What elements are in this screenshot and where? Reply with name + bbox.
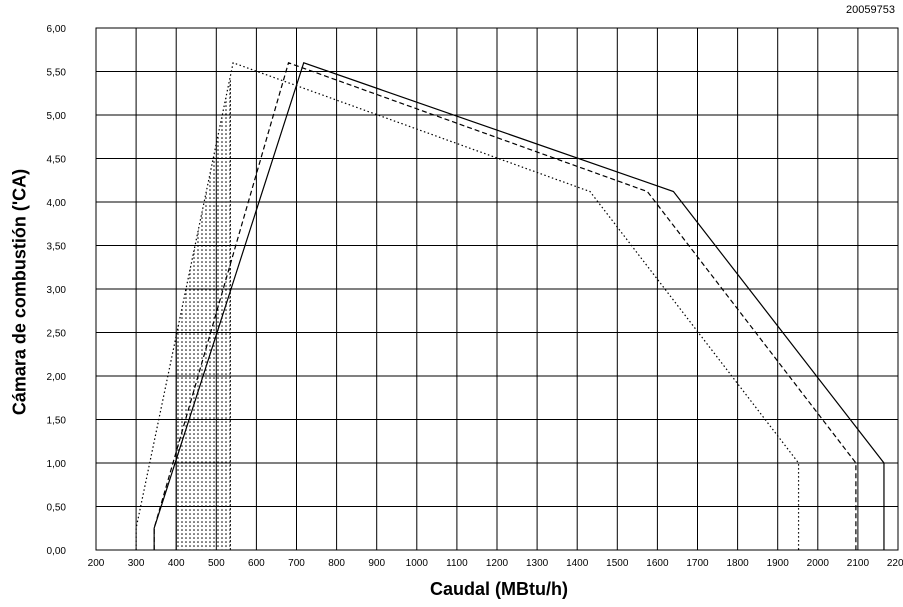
series-line-dotted	[135, 62, 800, 550]
series-group	[135, 62, 885, 550]
y-tick-label: 0,00	[47, 546, 67, 557]
plot-border	[95, 27, 899, 551]
x-tick-labels: 200 300 400 500 600 700 800 900 1000 1100 1200 1300…	[88, 558, 903, 569]
x-axis-label: Caudal (MBtu/h)	[430, 579, 568, 599]
x-tick-label: 300	[128, 558, 145, 569]
series-line-dashed	[153, 62, 857, 550]
y-tick-label: 6,00	[47, 24, 67, 35]
x-tick-label: 1000	[406, 558, 429, 569]
x-tick-label: 1100	[446, 558, 468, 569]
y-tick-label: 1,50	[47, 416, 67, 427]
x-tick-label: 1300	[526, 558, 549, 569]
y-tick-label: 5,00	[47, 111, 67, 122]
series-line-solid	[153, 62, 885, 550]
y-tick-label: 4,00	[47, 198, 67, 209]
x-tick-label: 900	[368, 558, 385, 569]
y-tick-label: 5,50	[47, 68, 67, 79]
x-tick-label: 800	[328, 558, 345, 569]
x-tick-label: 2100	[847, 558, 870, 569]
y-tick-label: 2,50	[47, 329, 67, 340]
x-tick-label: 500	[208, 558, 225, 569]
x-tick-label: 1400	[566, 558, 589, 569]
x-tick-label: 2000	[807, 558, 830, 569]
y-tick-label: 2,00	[47, 372, 67, 383]
x-tick-label: 700	[288, 558, 305, 569]
y-tick-labels: 0,00 0,50 1,00 1,50 2,00 2,50 3,00 3,50 4,00 4,50…	[47, 24, 67, 557]
y-tick-label: 3,00	[47, 285, 67, 296]
axes	[95, 27, 899, 551]
x-tick-label: 1900	[767, 558, 790, 569]
shaded-region	[176, 80, 231, 550]
x-tick-label: 1700	[686, 558, 709, 569]
x-tick-label: 1500	[606, 558, 629, 569]
y-tick-label: 4,50	[47, 155, 67, 166]
x-tick-label: 200	[88, 558, 105, 569]
x-tick-label: 1600	[646, 558, 669, 569]
y-tick-label: 1,00	[47, 459, 67, 470]
y-tick-label: 3,50	[47, 242, 67, 253]
x-tick-label: 400	[168, 558, 185, 569]
document-id: 20059753	[846, 4, 895, 16]
x-tick-label: 1800	[726, 558, 749, 569]
x-tick-label: 1200	[486, 558, 509, 569]
shaded-region-group	[175, 80, 231, 550]
y-axis-label: Cámara de combustión ('CA)	[9, 168, 30, 416]
y-tick-label: 0,50	[47, 503, 67, 514]
x-tick-label: 600	[248, 558, 265, 569]
